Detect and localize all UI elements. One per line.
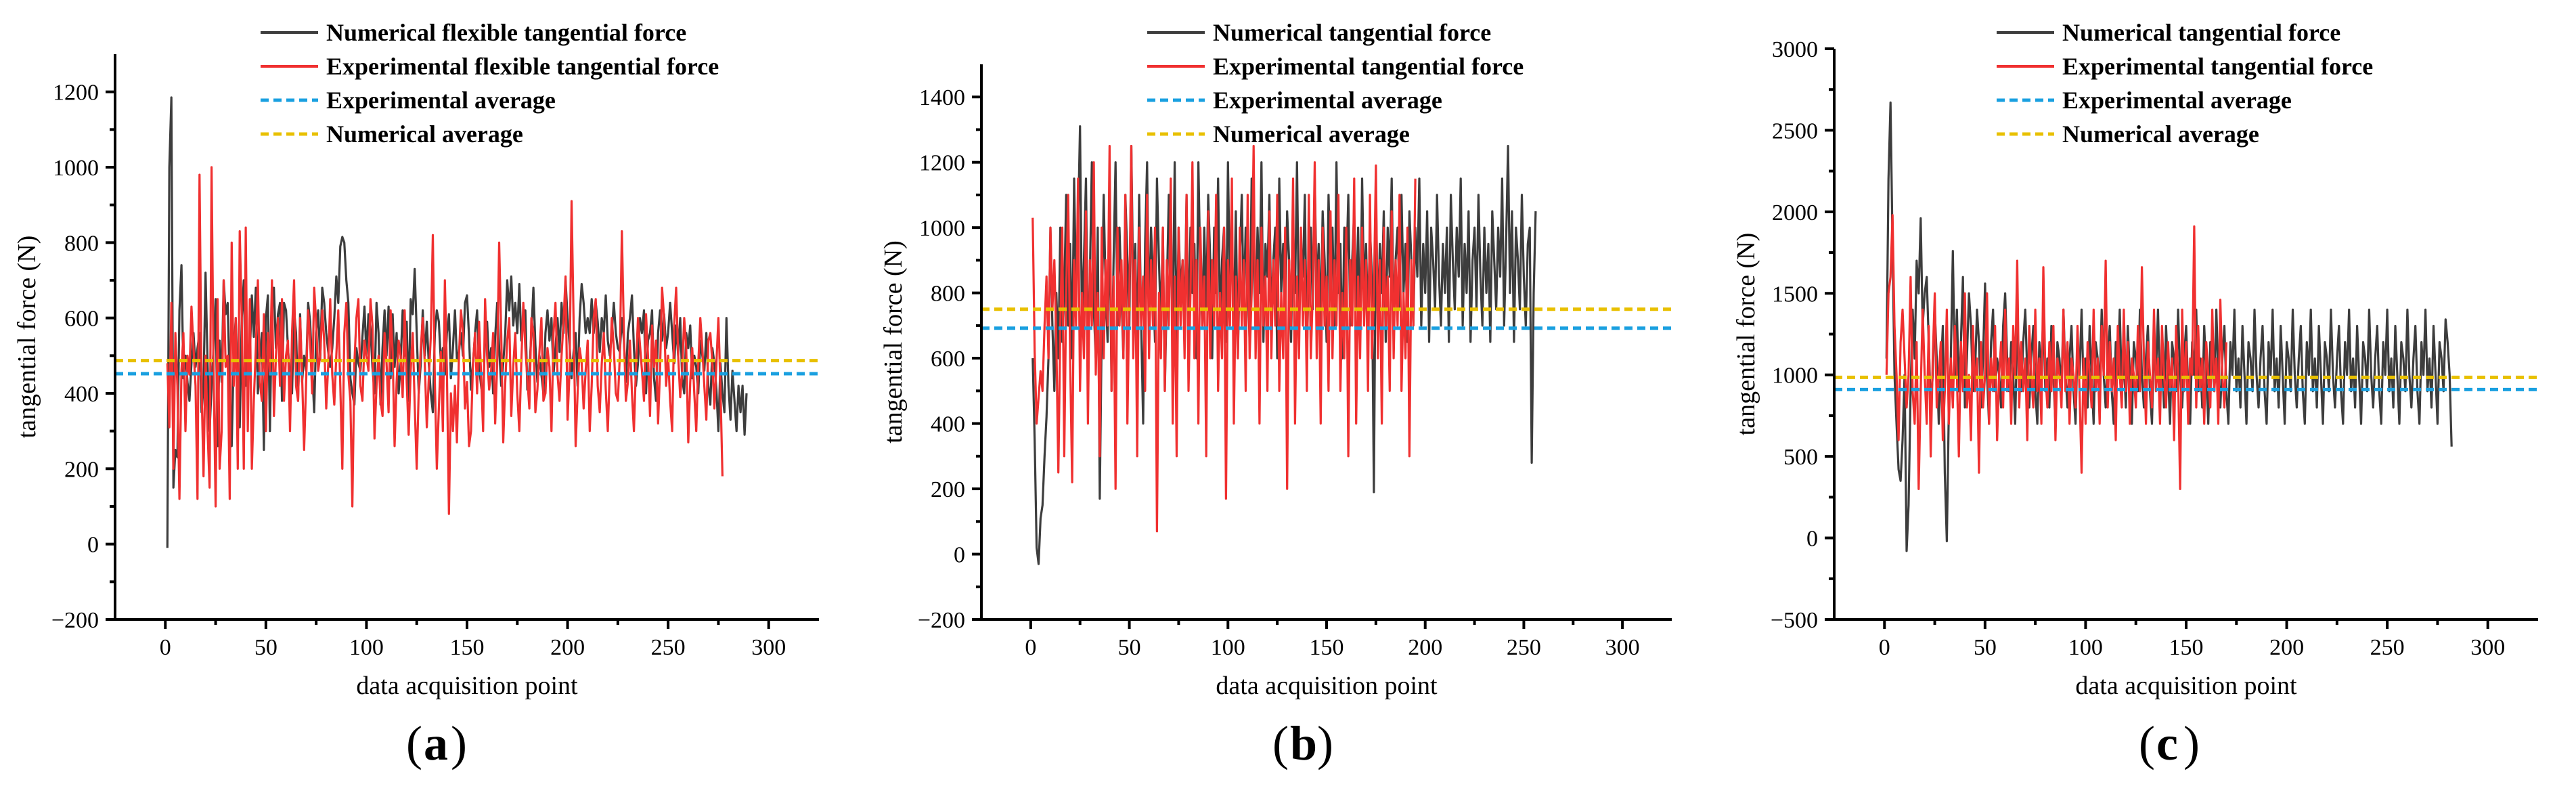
x-tick-label: 150 xyxy=(1310,635,1344,660)
panel-label-c-open: ( xyxy=(2139,716,2155,770)
plot-area-b xyxy=(981,125,1672,565)
x-tick-label: 300 xyxy=(751,635,786,660)
x-tick-label: 50 xyxy=(1118,635,1141,660)
chart-panel-b: −200 0 200 400 600 800 1000 1200 1400 0 50 100 150 20… xyxy=(879,19,1672,770)
x-tick-label: 100 xyxy=(1211,635,1245,660)
series-line-a-numerical xyxy=(166,96,748,548)
panel-label-b-open: ( xyxy=(1272,716,1289,770)
y-tick-label: 200 xyxy=(931,477,965,502)
panel-label-b-letter: b xyxy=(1290,716,1317,770)
y-tick-label: 800 xyxy=(64,231,99,256)
y-tick-label: 0 xyxy=(954,543,965,568)
y-tick-label: −200 xyxy=(51,608,99,633)
legend-label: Experimental flexible tangential force xyxy=(326,53,719,80)
legend-label: Experimental average xyxy=(326,87,556,114)
panel-label-b: ( b ) xyxy=(1272,716,1333,770)
legend-a: Numerical flexible tangential force Exper… xyxy=(261,19,719,148)
x-tick-label: 50 xyxy=(1974,635,1997,660)
panel-label-c: ( c ) xyxy=(2139,716,2200,770)
legend-label: Numerical average xyxy=(2062,121,2259,148)
x-tick-label: 50 xyxy=(254,635,277,660)
y-tick-label: 1000 xyxy=(53,156,99,181)
axes-b: −200 0 200 400 600 800 1000 1200 1400 0 50 100 150 20… xyxy=(918,64,1672,660)
x-tick-label: 200 xyxy=(2269,635,2304,660)
series-line-c-numerical xyxy=(1885,101,2453,552)
legend-label: Experimental average xyxy=(1213,87,1442,114)
x-tick-label: 100 xyxy=(349,635,384,660)
legend-label: Numerical flexible tangential force xyxy=(326,19,686,46)
panel-label-c-letter: c xyxy=(2156,716,2178,770)
panel-label-a-letter: a xyxy=(424,716,448,770)
legend-label: Numerical average xyxy=(326,121,523,148)
plot-area-a xyxy=(115,96,819,548)
y-tick-label: 200 xyxy=(64,457,99,482)
y-tick-label: 0 xyxy=(87,533,99,558)
panel-label-a: ( a ) xyxy=(406,716,467,770)
legend-label: Experimental tangential force xyxy=(2062,53,2373,80)
legend-label: Numerical average xyxy=(1213,121,1410,148)
panel-label-a-open: ( xyxy=(406,716,422,770)
chart-panel-a: −200 0 200 400 600 800 1000 1200 0 50 100 150 200 250… xyxy=(13,19,819,770)
legend-c: Numerical tangential force Experimental t… xyxy=(1997,19,2373,148)
series-line-c-experimental xyxy=(1885,214,2227,490)
x-axis-title-c: data acquisition point xyxy=(2075,672,2297,700)
legend-label: Numerical tangential force xyxy=(2062,19,2340,46)
y-axis-title-a: tangential force (N) xyxy=(13,236,41,439)
x-tick-label: 150 xyxy=(2169,635,2204,660)
x-tick-label: 250 xyxy=(1507,635,1541,660)
y-tick-label: 1500 xyxy=(1772,282,1818,307)
y-tick-label: 400 xyxy=(931,412,965,437)
x-tick-label: 0 xyxy=(1879,635,1890,660)
y-axis-title-c: tangential force (N) xyxy=(1732,233,1760,436)
x-tick-label: 300 xyxy=(1605,635,1640,660)
y-tick-label: 1400 xyxy=(919,85,965,110)
x-axis-title-a: data acquisition point xyxy=(356,672,578,700)
y-tick-label: 400 xyxy=(64,382,99,407)
y-tick-label: 2000 xyxy=(1772,200,1818,225)
y-tick-label: 600 xyxy=(64,307,99,332)
x-tick-label: 250 xyxy=(651,635,686,660)
chart-panel-c: −500 0 500 1000 1500 2000 2500 3000 0 50 100 150 200… xyxy=(1732,19,2538,770)
plot-area-c xyxy=(1834,101,2538,552)
series-line-b-experimental xyxy=(1031,145,1417,533)
legend-label: Experimental tangential force xyxy=(1213,53,1524,80)
x-tick-label: 0 xyxy=(1025,635,1036,660)
y-tick-label: −200 xyxy=(918,608,965,633)
y-tick-label: 1000 xyxy=(919,216,965,241)
x-tick-label: 0 xyxy=(160,635,171,660)
y-tick-label: 600 xyxy=(931,347,965,372)
y-tick-label: 1200 xyxy=(53,81,99,106)
panel-label-a-close: ) xyxy=(451,716,467,770)
legend-label: Experimental average xyxy=(2062,87,2292,114)
x-tick-label: 300 xyxy=(2470,635,2505,660)
series-line-a-experimental xyxy=(166,166,724,515)
y-tick-label: 800 xyxy=(931,282,965,307)
y-tick-label: −500 xyxy=(1771,608,1818,633)
axes-c: −500 0 500 1000 1500 2000 2500 3000 0 50 100 150 200… xyxy=(1771,37,2538,660)
axes-a: −200 0 200 400 600 800 1000 1200 0 50 100 150 200 250… xyxy=(51,54,819,660)
y-axis-title-b: tangential force (N) xyxy=(879,240,908,443)
legend-label: Numerical tangential force xyxy=(1213,19,1491,46)
x-tick-label: 100 xyxy=(2068,635,2103,660)
x-axis-title-b: data acquisition point xyxy=(1216,672,1438,700)
panel-label-b-close: ) xyxy=(1317,716,1333,770)
x-tick-label: 150 xyxy=(450,635,485,660)
legend-b: Numerical tangential force Experimental t… xyxy=(1147,19,1524,148)
panel-label-c-close: ) xyxy=(2183,716,2200,770)
x-tick-label: 250 xyxy=(2370,635,2405,660)
y-tick-label: 500 xyxy=(1783,445,1818,470)
y-tick-label: 2500 xyxy=(1772,118,1818,144)
x-tick-label: 200 xyxy=(550,635,585,660)
x-tick-label: 200 xyxy=(1408,635,1442,660)
y-tick-label: 3000 xyxy=(1772,37,1818,62)
y-tick-label: 0 xyxy=(1806,527,1818,552)
y-tick-label: 1000 xyxy=(1772,364,1818,389)
y-tick-label: 1200 xyxy=(919,151,965,176)
